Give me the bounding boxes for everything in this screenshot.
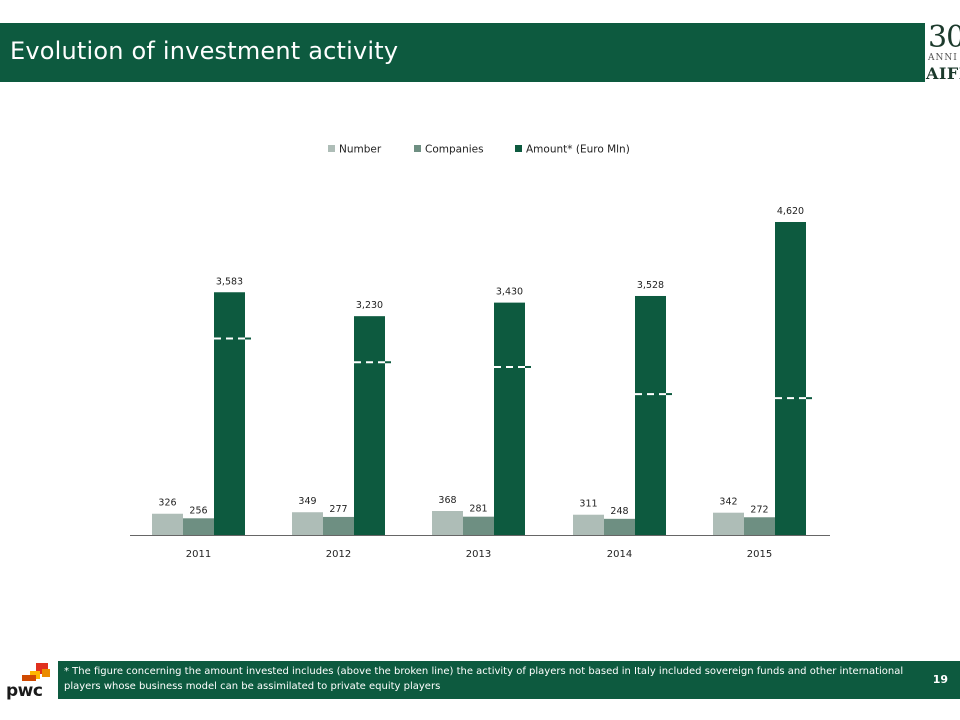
data-label-2-2012: 3,230 bbox=[356, 300, 383, 311]
legend-label-0: Number bbox=[339, 144, 382, 156]
bar-amount-2011 bbox=[214, 292, 245, 535]
aifi-logo-number: 30 bbox=[928, 20, 960, 55]
legend-label-2: Amount* (Euro Mln) bbox=[526, 144, 630, 156]
bar-amount-2012 bbox=[354, 316, 385, 535]
data-label-1-2015: 272 bbox=[750, 504, 768, 515]
pwc-logo: pwc bbox=[6, 661, 52, 701]
data-label-1-2012: 277 bbox=[329, 504, 347, 515]
data-label-2-2015: 4,620 bbox=[777, 206, 804, 217]
x-tick-label-2012: 2012 bbox=[326, 549, 351, 560]
data-label-1-2013: 281 bbox=[469, 504, 487, 515]
bar-amount-2015 bbox=[775, 222, 806, 535]
bar-number-2014 bbox=[573, 514, 604, 535]
footnote: * The figure concerning the amount inves… bbox=[64, 666, 904, 692]
legend-label-1: Companies bbox=[425, 144, 484, 156]
legend-swatch-2 bbox=[515, 145, 522, 152]
data-label-0-2011: 326 bbox=[158, 498, 176, 509]
aifi-logo-sub: ANNI bbox=[928, 53, 958, 63]
bar-companies-2015 bbox=[744, 517, 775, 535]
aifi-logo-word: AIFI bbox=[926, 64, 960, 83]
x-tick-label-2011: 2011 bbox=[186, 549, 211, 560]
bar-number-2015 bbox=[713, 512, 744, 535]
bar-companies-2014 bbox=[604, 518, 635, 535]
data-label-1-2011: 256 bbox=[189, 505, 207, 516]
x-tick-label-2013: 2013 bbox=[466, 549, 491, 560]
data-label-1-2014: 248 bbox=[610, 506, 628, 517]
page-title: Evolution of investment activity bbox=[10, 37, 399, 65]
x-tick-label-2014: 2014 bbox=[607, 549, 632, 560]
bar-amount-2013 bbox=[494, 302, 525, 535]
bar-number-2011 bbox=[152, 513, 183, 535]
aifi-logo: 30 ANNI AIFI bbox=[926, 22, 960, 84]
x-tick-label-2015: 2015 bbox=[747, 549, 772, 560]
page-number: 19 bbox=[932, 673, 948, 686]
bar-companies-2013 bbox=[463, 516, 494, 535]
legend-swatch-0 bbox=[328, 145, 335, 152]
bar-companies-2012 bbox=[323, 516, 354, 535]
data-label-2-2014: 3,528 bbox=[637, 280, 664, 291]
bar-number-2013 bbox=[432, 511, 463, 535]
data-label-0-2015: 342 bbox=[719, 497, 737, 508]
footer-bar: * The figure concerning the amount inves… bbox=[58, 661, 960, 699]
bar-amount-2014 bbox=[635, 295, 666, 535]
legend-swatch-1 bbox=[414, 145, 421, 152]
data-label-2-2011: 3,583 bbox=[216, 276, 243, 287]
data-label-0-2013: 368 bbox=[438, 495, 456, 506]
data-label-0-2014: 311 bbox=[579, 499, 597, 510]
data-label-2-2013: 3,430 bbox=[496, 287, 523, 298]
pwc-logo-word: pwc bbox=[6, 681, 43, 701]
bar-companies-2011 bbox=[183, 518, 214, 535]
bar-number-2012 bbox=[292, 512, 323, 535]
title-bar: Evolution of investment activity bbox=[0, 23, 925, 82]
data-label-0-2012: 349 bbox=[298, 496, 316, 507]
pwc-logo-mark bbox=[22, 663, 50, 681]
